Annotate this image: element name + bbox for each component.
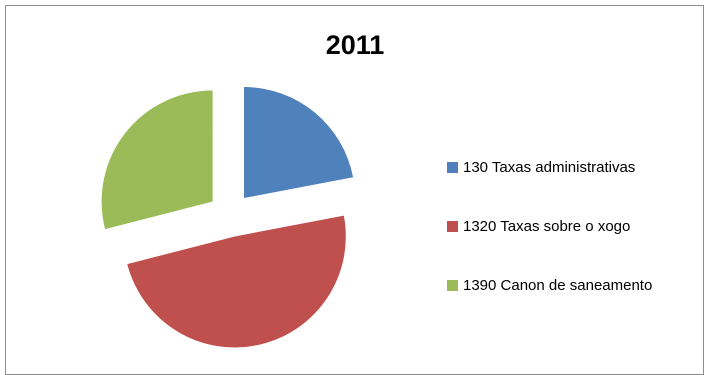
chart-title: 2011 xyxy=(325,30,385,60)
pie-slice-canon-de-saneamento xyxy=(101,90,213,230)
pie-chart xyxy=(101,87,354,348)
legend-swatch xyxy=(447,161,458,173)
pie-slice-taxas-administrativas xyxy=(244,87,354,199)
legend-swatch xyxy=(447,220,458,232)
pie-slice-taxas-sobre-o-xogo xyxy=(127,215,346,348)
legend-label: 130 Taxas administrativas xyxy=(463,158,636,176)
legend-swatch xyxy=(447,279,458,291)
legend: 130 Taxas administrativas 1320 Taxas sob… xyxy=(447,153,652,330)
legend-label: 1390 Canon de saneamento xyxy=(463,276,653,294)
legend-label: 1320 Taxas sobre o xogo xyxy=(463,217,631,235)
legend-item-taxas-administrativas: 130 Taxas administrativas xyxy=(447,153,652,181)
legend-item-taxas-sobre-o-xogo: 1320 Taxas sobre o xogo xyxy=(447,212,652,240)
legend-item-canon-de-saneamento: 1390 Canon de saneamento xyxy=(447,271,652,299)
